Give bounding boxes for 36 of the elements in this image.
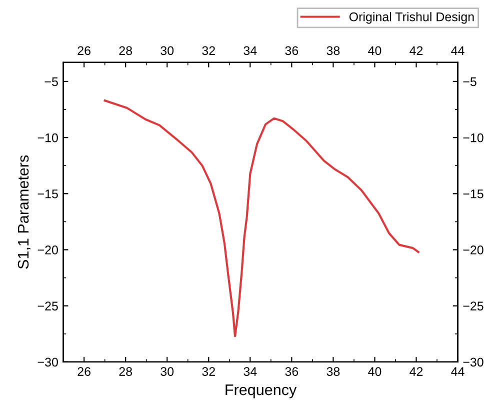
x2-tick-label: 42 [410, 46, 423, 55]
x-tick-label: 42 [410, 367, 423, 376]
x-tick-label: 40 [368, 367, 382, 376]
x-tick-label: 26 [78, 367, 90, 376]
y2-tick-label: −30 [463, 358, 484, 367]
y-tick-label: −15 [38, 190, 58, 198]
legend-label: Original Trishul Design [349, 12, 474, 24]
y2-tick-label: −25 [463, 302, 484, 310]
x-tick-label: 34 [244, 367, 257, 376]
y-tick-label: −5 [44, 77, 58, 86]
x2-tick-label: 30 [160, 46, 174, 56]
line-series [104, 99, 420, 338]
y2-tick-label: −10 [463, 133, 484, 142]
y2-tick-label: −5 [463, 77, 476, 86]
x-tick-label: 32 [202, 367, 215, 376]
y-tick-label: −25 [38, 302, 58, 310]
x-tick-label: 36 [285, 367, 298, 376]
x-tick-label: 30 [160, 367, 174, 376]
x2-tick-label: 44 [451, 46, 464, 55]
x-tick-label: 44 [451, 367, 464, 376]
x-tick-label: 28 [119, 367, 132, 376]
x2-tick-label: 38 [326, 46, 340, 56]
x2-tick-label: 34 [244, 46, 257, 56]
y-tick-label: −20 [38, 246, 58, 254]
y2-tick-label: −15 [463, 190, 484, 198]
y-axis-title: S1,1 Parameters [18, 155, 30, 269]
x2-tick-label: 26 [78, 46, 90, 56]
y-tick-label: −10 [38, 133, 58, 142]
x2-tick-label: 32 [202, 46, 215, 56]
x2-tick-label: 36 [285, 46, 298, 56]
x2-tick-label: 40 [368, 46, 382, 56]
y2-tick-label: −20 [463, 246, 484, 254]
x-axis-title: Frequency [226, 384, 297, 398]
y-tick-label: −30 [38, 358, 58, 367]
x-tick-label: 38 [326, 367, 340, 376]
x2-tick-label: 28 [119, 46, 132, 56]
